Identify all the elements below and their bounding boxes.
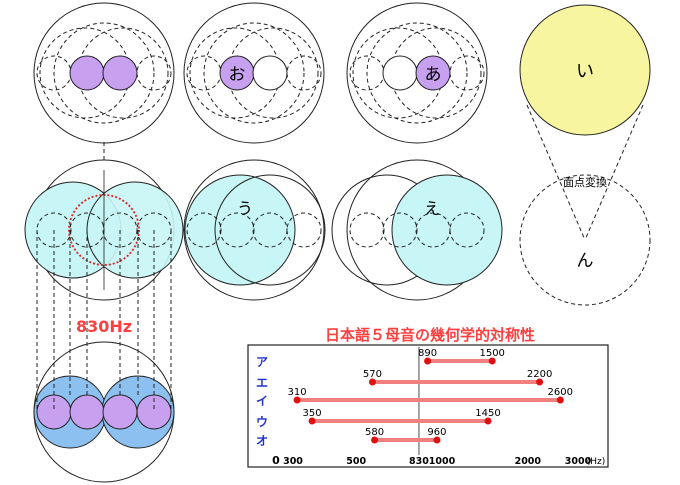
x-tick-label: 0 <box>272 454 280 467</box>
range-point <box>433 436 441 444</box>
range-point <box>556 396 564 404</box>
range-point <box>488 357 496 365</box>
range-point <box>484 417 492 425</box>
range-point <box>293 396 301 404</box>
chart-title: 日本語５母音の幾何学的対称性 <box>325 326 535 344</box>
mid-circle-1 <box>24 159 184 301</box>
value-label: 350 <box>303 408 322 419</box>
vowel-a-label: あ <box>425 65 442 85</box>
category-label: ウ <box>256 415 268 429</box>
x-tick-label: 1000 <box>429 456 456 467</box>
category-label: ア <box>256 355 268 369</box>
x-tick-label: 3000 <box>565 456 592 467</box>
vowel-n-label: ん <box>577 251 594 271</box>
x-tick-label: 830 <box>409 456 429 467</box>
vowel-o-label: お <box>229 65 246 85</box>
x-tick-label: 300 <box>283 456 303 467</box>
purple-disc <box>415 55 451 91</box>
connector-lines-bottom <box>36 230 172 412</box>
category-label: イ <box>256 394 268 408</box>
value-label: 310 <box>288 387 307 398</box>
transform-label: 面点変換 <box>563 175 607 189</box>
value-label: 580 <box>365 427 384 438</box>
top-circle-a: あ <box>346 2 488 144</box>
range-point <box>308 417 316 425</box>
top-circle-o: お <box>183 2 325 144</box>
value-label: 1450 <box>475 408 500 419</box>
n-circle: 面点変換 ん <box>519 104 651 306</box>
vowel-u-label: う <box>237 199 253 218</box>
value-label: 570 <box>363 369 382 380</box>
mid-circle-e: え <box>331 159 503 301</box>
x-tick-label: 2000 <box>515 456 542 467</box>
value-label: 960 <box>427 427 446 438</box>
bottom-circle <box>33 341 175 483</box>
value-label: 890 <box>418 348 437 359</box>
value-label: 1500 <box>479 348 504 359</box>
value-label: 2600 <box>548 387 573 398</box>
top-circle-1 <box>33 2 175 144</box>
chart-frame <box>247 344 609 468</box>
category-label: エ <box>256 376 268 390</box>
range-point <box>368 378 376 386</box>
vowel-i-label: い <box>576 61 594 82</box>
x-tick-label: 500 <box>346 456 366 467</box>
range-point <box>424 357 432 365</box>
range-point <box>371 436 379 444</box>
yellow-circle-i: い <box>519 4 651 136</box>
frequency-label: 830Hz <box>76 317 132 336</box>
category-label: オ <box>256 434 268 448</box>
mid-circle-u: う <box>183 159 326 301</box>
purple-disc <box>102 55 138 91</box>
x-axis-label: (Hz) <box>587 457 606 467</box>
vowel-e-label: え <box>424 199 440 218</box>
purple-disc <box>69 55 105 91</box>
range-point <box>536 378 544 386</box>
value-label: 2200 <box>527 369 552 380</box>
